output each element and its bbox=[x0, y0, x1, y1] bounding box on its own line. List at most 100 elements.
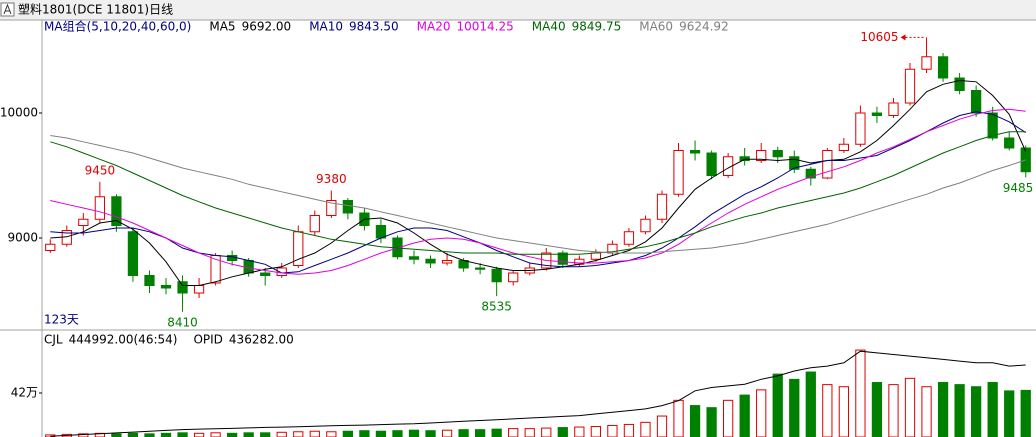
volume-bar bbox=[954, 384, 965, 437]
candle-body bbox=[904, 68, 916, 104]
candle-body bbox=[888, 102, 899, 116]
volume-bar bbox=[805, 371, 816, 437]
volume-bar bbox=[838, 386, 849, 437]
volume-bar bbox=[491, 428, 502, 437]
candle-body bbox=[590, 252, 601, 260]
candle-body bbox=[838, 143, 849, 151]
volume-bar bbox=[342, 430, 353, 437]
legend-value: 444992.00(46:54) bbox=[69, 333, 178, 347]
y-tick-label: 42万 bbox=[11, 386, 38, 400]
legend-value: 436282.00 bbox=[229, 333, 294, 347]
candle-body bbox=[160, 285, 172, 289]
volume-bar bbox=[623, 423, 635, 437]
volume-bar bbox=[177, 432, 188, 437]
legend-name: MA60 bbox=[639, 20, 673, 34]
volume-bar bbox=[458, 429, 469, 437]
volume-bar bbox=[144, 433, 155, 437]
volume-bar bbox=[160, 432, 172, 437]
candle-body bbox=[656, 193, 668, 220]
volume-bar bbox=[1020, 389, 1031, 437]
legend-name: OPID bbox=[193, 333, 222, 347]
volume-bar bbox=[441, 429, 453, 437]
candle-body bbox=[78, 218, 89, 226]
volume-bar bbox=[78, 433, 89, 437]
candle-body bbox=[326, 200, 337, 216]
legend-value: 9843.50 bbox=[349, 20, 399, 34]
volume-bar bbox=[855, 349, 866, 437]
candle-body bbox=[260, 272, 271, 276]
extreme-label: 9380 bbox=[316, 172, 347, 186]
volume-bar bbox=[508, 428, 519, 437]
extreme-label: 9485 bbox=[1003, 181, 1034, 195]
volume-bar bbox=[1004, 390, 1015, 437]
volume-bar bbox=[689, 405, 701, 437]
candle-body bbox=[441, 260, 453, 264]
volume-bar bbox=[359, 430, 370, 437]
candle-body bbox=[475, 267, 486, 270]
extreme-label: 9450 bbox=[85, 163, 116, 177]
volume-bar bbox=[524, 428, 535, 437]
candle-body bbox=[723, 156, 734, 176]
legend-name: MA40 bbox=[532, 20, 566, 34]
candle-body bbox=[144, 275, 155, 286]
volume-bar bbox=[227, 432, 238, 437]
volume-bar bbox=[987, 382, 998, 437]
volume-bar bbox=[673, 399, 684, 437]
volume-bar bbox=[822, 384, 833, 437]
legend-name: CJL bbox=[44, 333, 63, 347]
extreme-label: 8535 bbox=[481, 300, 512, 314]
candle-body bbox=[805, 168, 816, 179]
volume-bar bbox=[971, 386, 982, 437]
candle-body bbox=[739, 156, 750, 161]
candle-body bbox=[557, 252, 568, 265]
legend-value: 9849.75 bbox=[572, 20, 622, 34]
volume-bar bbox=[656, 415, 668, 437]
extreme-label: 10605 bbox=[860, 30, 898, 44]
candle-body bbox=[971, 90, 982, 114]
candle-body bbox=[706, 152, 717, 176]
extreme-label: 8410 bbox=[167, 315, 198, 329]
volume-bar bbox=[475, 429, 486, 437]
candle-body bbox=[45, 243, 56, 251]
candle-body bbox=[309, 215, 320, 233]
candle-body bbox=[921, 56, 932, 70]
volume-bar bbox=[557, 427, 568, 437]
volume-bar bbox=[293, 431, 304, 437]
ma-line bbox=[50, 108, 1026, 275]
volume-bar bbox=[937, 382, 949, 437]
volume-bar bbox=[789, 378, 800, 437]
candle-body bbox=[408, 256, 420, 260]
candle-body bbox=[855, 112, 866, 145]
candle-body bbox=[127, 231, 139, 276]
volume-bar bbox=[193, 432, 205, 437]
ma-line bbox=[50, 131, 1026, 255]
candle-body bbox=[673, 150, 684, 195]
volume-bar bbox=[756, 389, 767, 437]
candle-body bbox=[491, 268, 502, 283]
volume-bar bbox=[888, 384, 899, 437]
volume-bar bbox=[739, 394, 750, 437]
candle-body bbox=[94, 196, 105, 220]
volume-bar bbox=[375, 430, 387, 437]
period-label: 123天 bbox=[44, 313, 79, 327]
legend-name: MA10 bbox=[309, 20, 343, 34]
extreme-arrowhead bbox=[900, 34, 906, 41]
candle-body bbox=[954, 77, 965, 91]
candle-body bbox=[756, 150, 767, 161]
candle-body bbox=[822, 150, 833, 179]
volume-bar bbox=[574, 426, 585, 437]
volume-bar bbox=[541, 427, 552, 437]
candle-body bbox=[772, 150, 783, 158]
y-tick-label: 10000 bbox=[0, 106, 38, 120]
volume-bar bbox=[590, 426, 601, 437]
icon-glyph bbox=[3, 3, 12, 15]
candle-body bbox=[789, 156, 800, 170]
volume-bar bbox=[392, 430, 403, 437]
volume-bar bbox=[276, 431, 287, 437]
volume-bar bbox=[425, 430, 436, 437]
volume-bar bbox=[640, 421, 651, 437]
candle-body bbox=[193, 285, 205, 294]
plot: 9000 10000 9450 9380 8410 8535 10605 9485 123天 MA… bbox=[0, 19, 1033, 437]
